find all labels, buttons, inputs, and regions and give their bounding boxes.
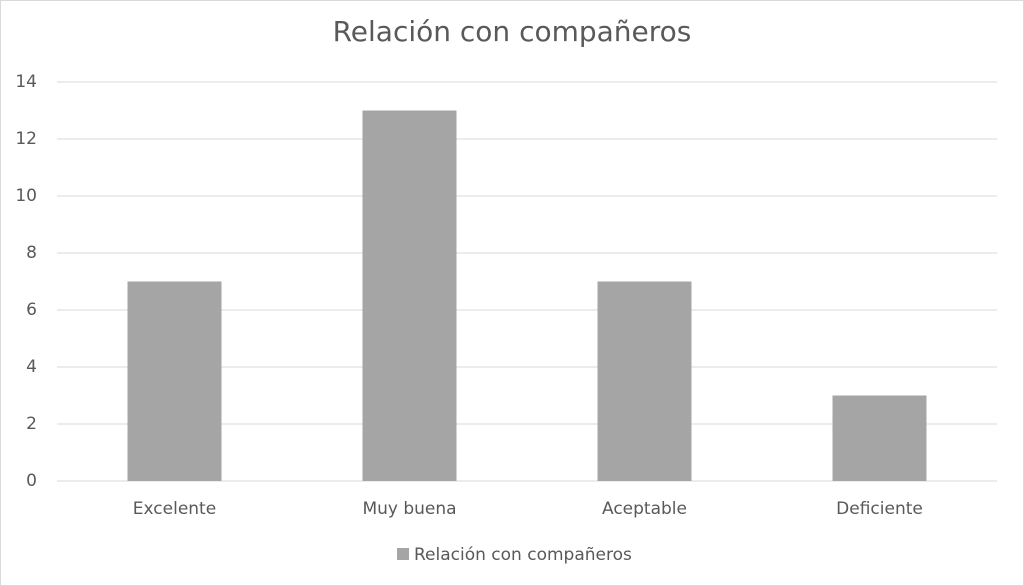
y-tick-label: 10 xyxy=(15,186,37,206)
y-tick-label: 12 xyxy=(15,129,37,149)
y-tick-label: 4 xyxy=(26,357,37,377)
x-tick-label: Excelente xyxy=(133,499,216,519)
bar xyxy=(127,281,222,481)
y-tick-label: 2 xyxy=(26,414,37,434)
bar xyxy=(597,281,692,481)
legend-label: Relación con compañeros xyxy=(414,545,632,565)
chart-title: Relación con compañeros xyxy=(333,15,692,48)
bar xyxy=(362,110,457,481)
x-tick-label: Aceptable xyxy=(602,499,687,519)
legend-swatch xyxy=(397,548,409,560)
y-tick-label: 14 xyxy=(15,72,37,92)
y-tick-label: 6 xyxy=(26,300,37,320)
y-tick-label: 8 xyxy=(26,243,37,263)
x-tick-label: Deficiente xyxy=(836,499,923,519)
x-tick-label: Muy buena xyxy=(362,499,456,519)
y-tick-label: 0 xyxy=(26,471,37,491)
bar xyxy=(832,395,927,481)
